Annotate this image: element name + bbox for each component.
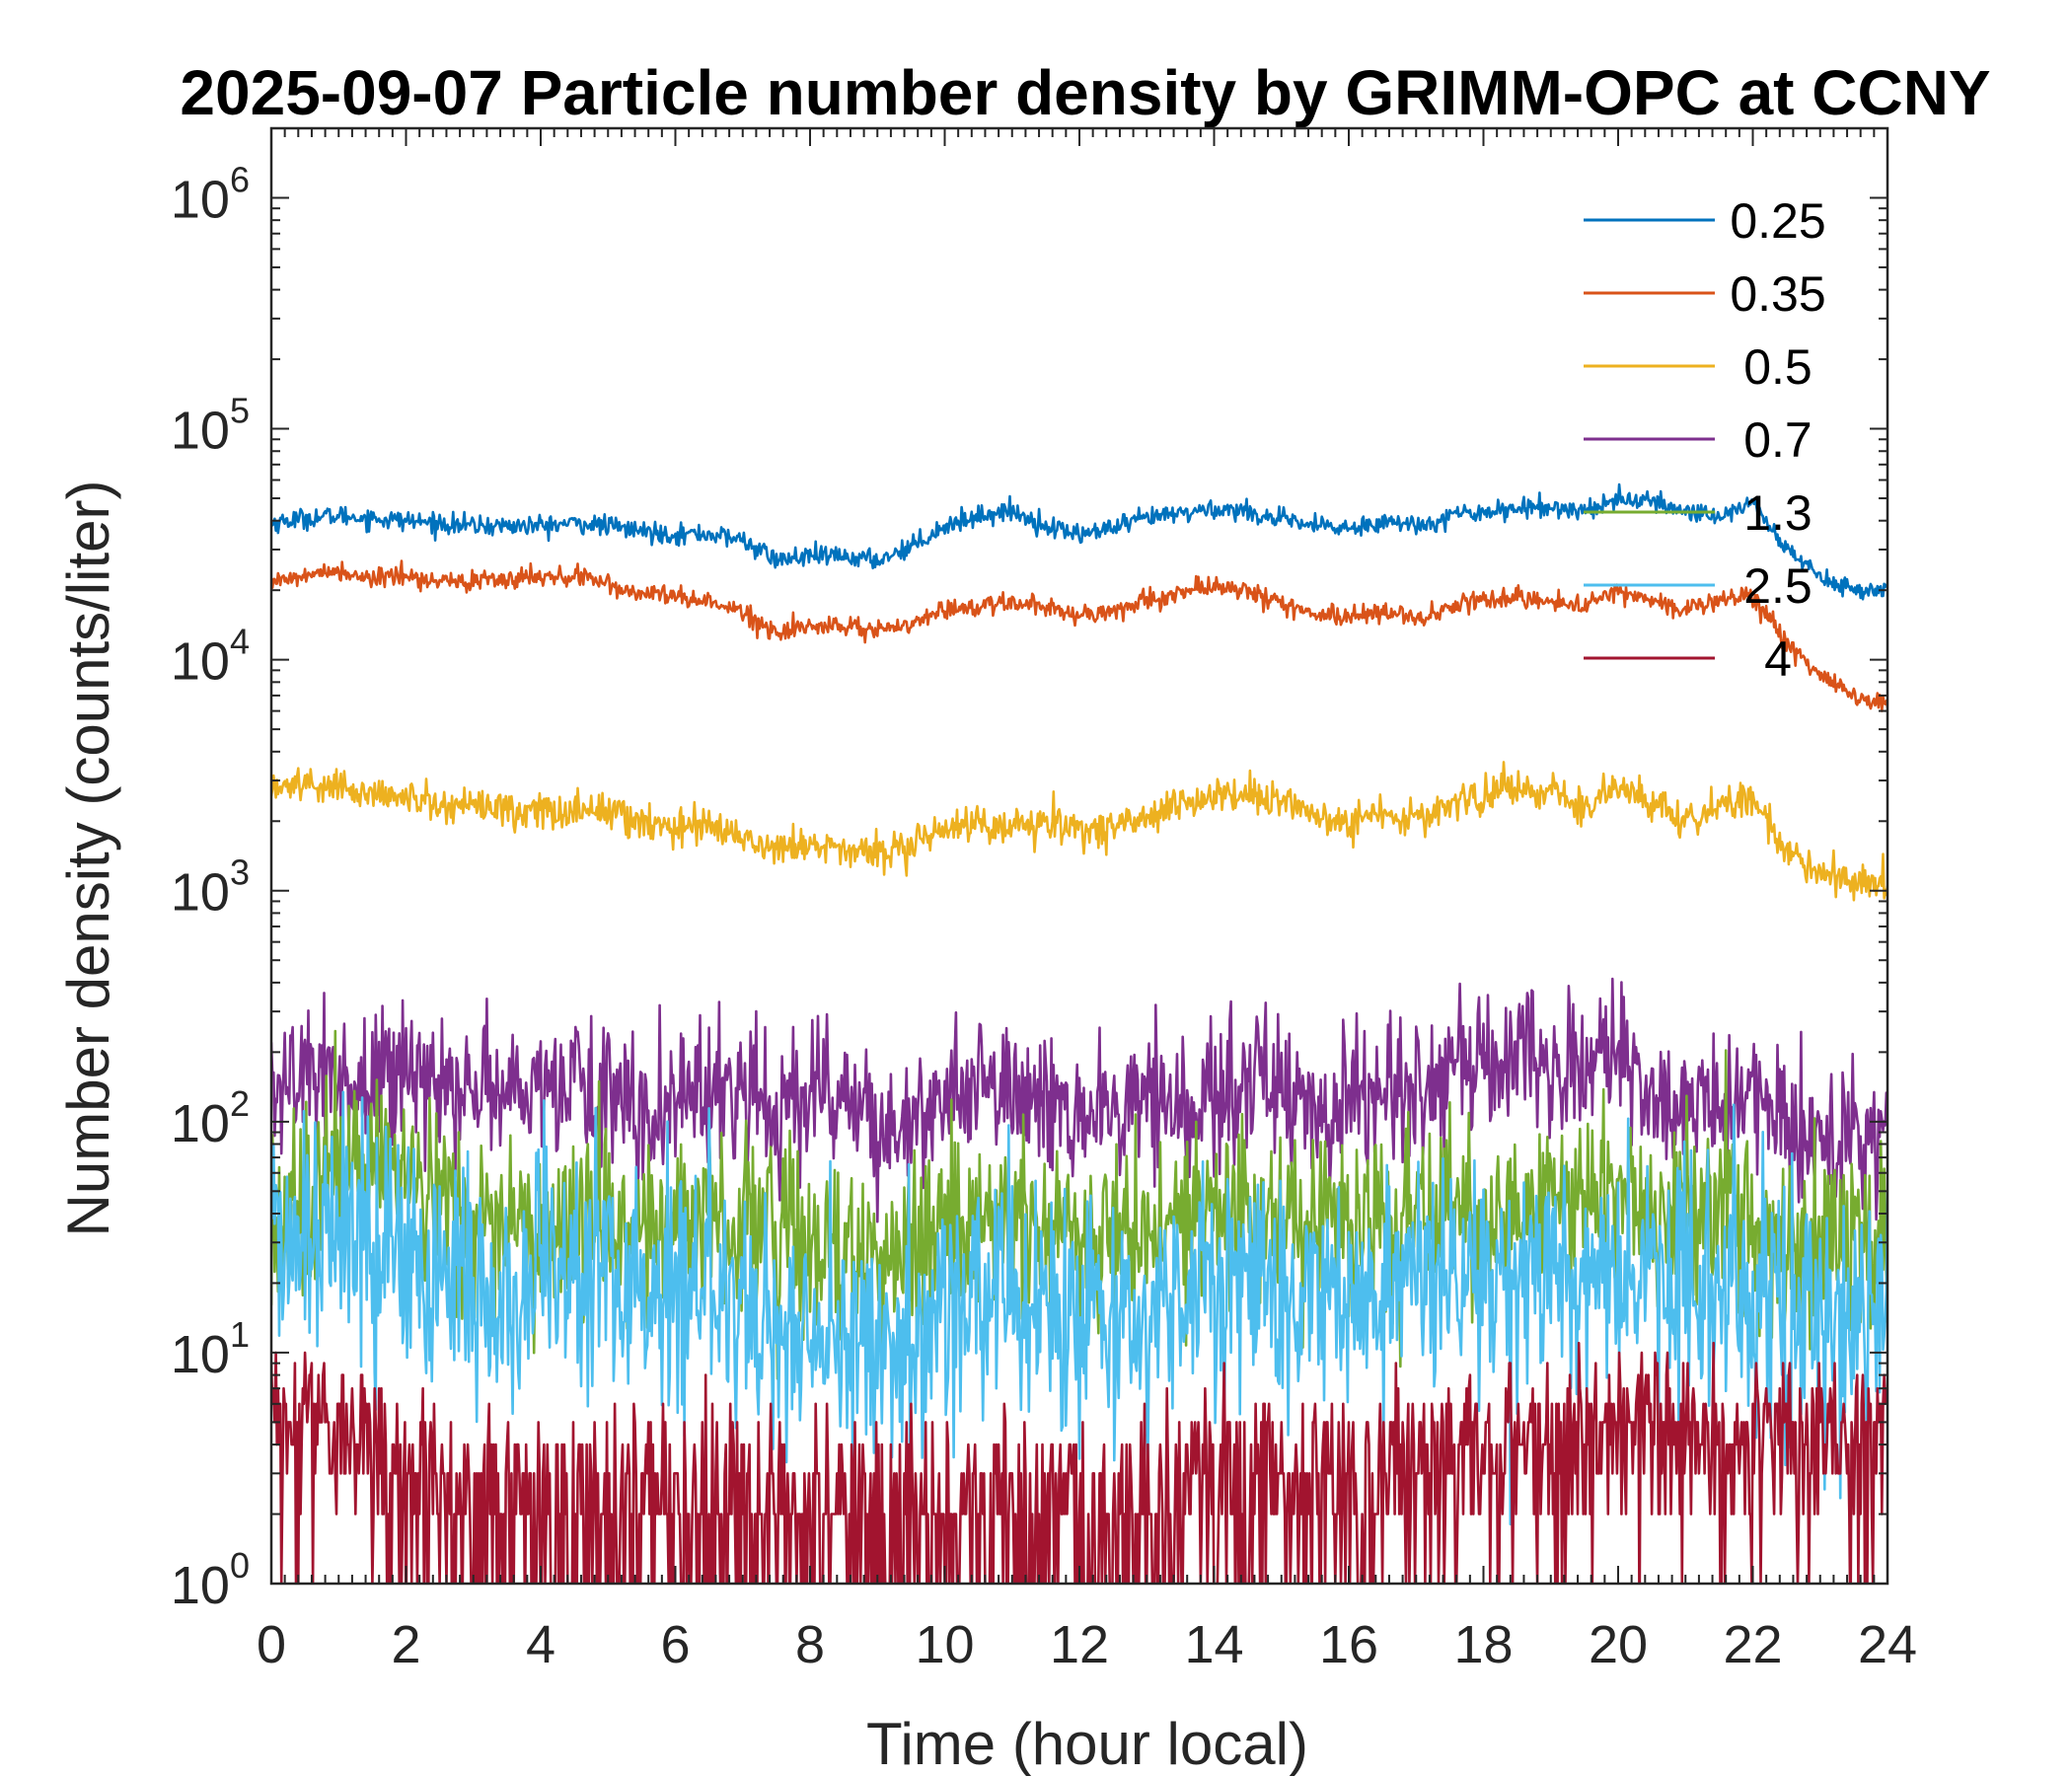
x-axis-label: Time (hour local): [866, 1711, 1308, 1776]
series-line-0.7: [271, 977, 1887, 1223]
series-line-0.35: [271, 559, 1887, 712]
x-tick-label: 6: [660, 1615, 690, 1674]
y-tick-label: 102: [171, 1083, 250, 1153]
x-tick-label: 12: [1050, 1615, 1109, 1674]
series-line-4: [271, 1341, 1887, 1584]
axes-layer: 0 2 4 6 8 10 12 14 16 18 20 22 241001011021031041051…: [171, 126, 1917, 1674]
x-tick-label: 14: [1184, 1615, 1243, 1674]
x-tick-label: 18: [1453, 1615, 1513, 1674]
x-tick-label: 4: [526, 1615, 555, 1674]
chart-title: 2025-09-07 Particle number density by GR…: [180, 57, 1990, 128]
y-tick-label: 101: [171, 1314, 250, 1384]
legend: 0.25 0.35 0.5 0.7 1.3 2.5 4: [1584, 193, 1826, 687]
series-line-2.5: [271, 1090, 1887, 1526]
y-tick-label: 100: [171, 1545, 250, 1615]
series-line-0.25: [271, 482, 1887, 601]
legend-label: 0.7: [1743, 412, 1813, 468]
y-tick-label: 103: [171, 852, 250, 923]
x-tick-label: 20: [1589, 1615, 1648, 1674]
legend-label: 1.3: [1743, 485, 1813, 541]
series-line-0.5: [271, 761, 1887, 902]
legend-label: 4: [1764, 631, 1792, 687]
x-tick-label: 0: [257, 1615, 286, 1674]
x-tick-label: 22: [1723, 1615, 1782, 1674]
legend-label: 0.35: [1730, 266, 1825, 322]
x-tick-label: 24: [1858, 1615, 1917, 1674]
y-tick-label: 104: [171, 622, 250, 692]
y-axis-label: Number density (counts/liter): [55, 481, 121, 1237]
legend-label: 0.5: [1743, 339, 1813, 395]
x-tick-label: 10: [915, 1615, 974, 1674]
x-tick-label: 2: [391, 1615, 420, 1674]
legend-label: 2.5: [1743, 558, 1813, 614]
x-tick-label: 16: [1319, 1615, 1378, 1674]
y-tick-label: 106: [171, 159, 250, 229]
series-layer: [271, 482, 1887, 1584]
y-tick-label: 105: [171, 391, 250, 461]
legend-label: 0.25: [1730, 193, 1825, 249]
x-tick-label: 8: [795, 1615, 825, 1674]
